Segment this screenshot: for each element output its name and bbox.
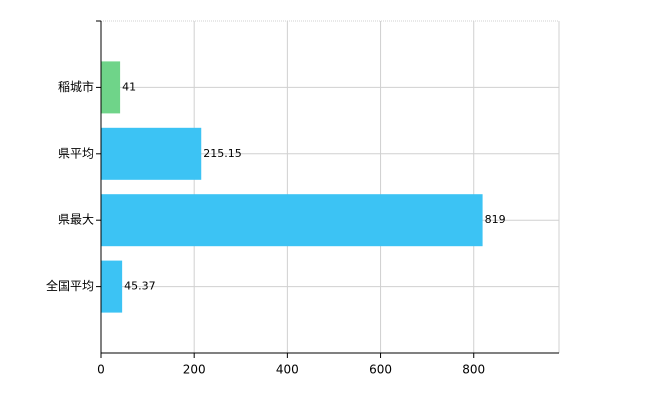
bar	[101, 260, 123, 313]
x-tick-label: 600	[369, 363, 392, 377]
x-tick-label: 200	[183, 363, 206, 377]
y-tick-label: 稲城市	[58, 79, 94, 94]
y-tick-label: 全国平均	[46, 278, 94, 293]
y-tick-label: 県最大	[58, 213, 94, 227]
value-label: 45.37	[124, 280, 156, 293]
y-tick-label: 県平均	[58, 146, 94, 160]
bar	[101, 61, 121, 114]
value-label: 819	[485, 213, 506, 226]
x-tick-label: 400	[276, 363, 299, 377]
bar	[101, 127, 202, 180]
x-tick-label: 800	[462, 363, 485, 377]
value-label: 215.15	[203, 147, 242, 160]
bar	[101, 194, 483, 247]
x-tick-label: 0	[97, 363, 105, 377]
value-label: 41	[122, 80, 136, 93]
